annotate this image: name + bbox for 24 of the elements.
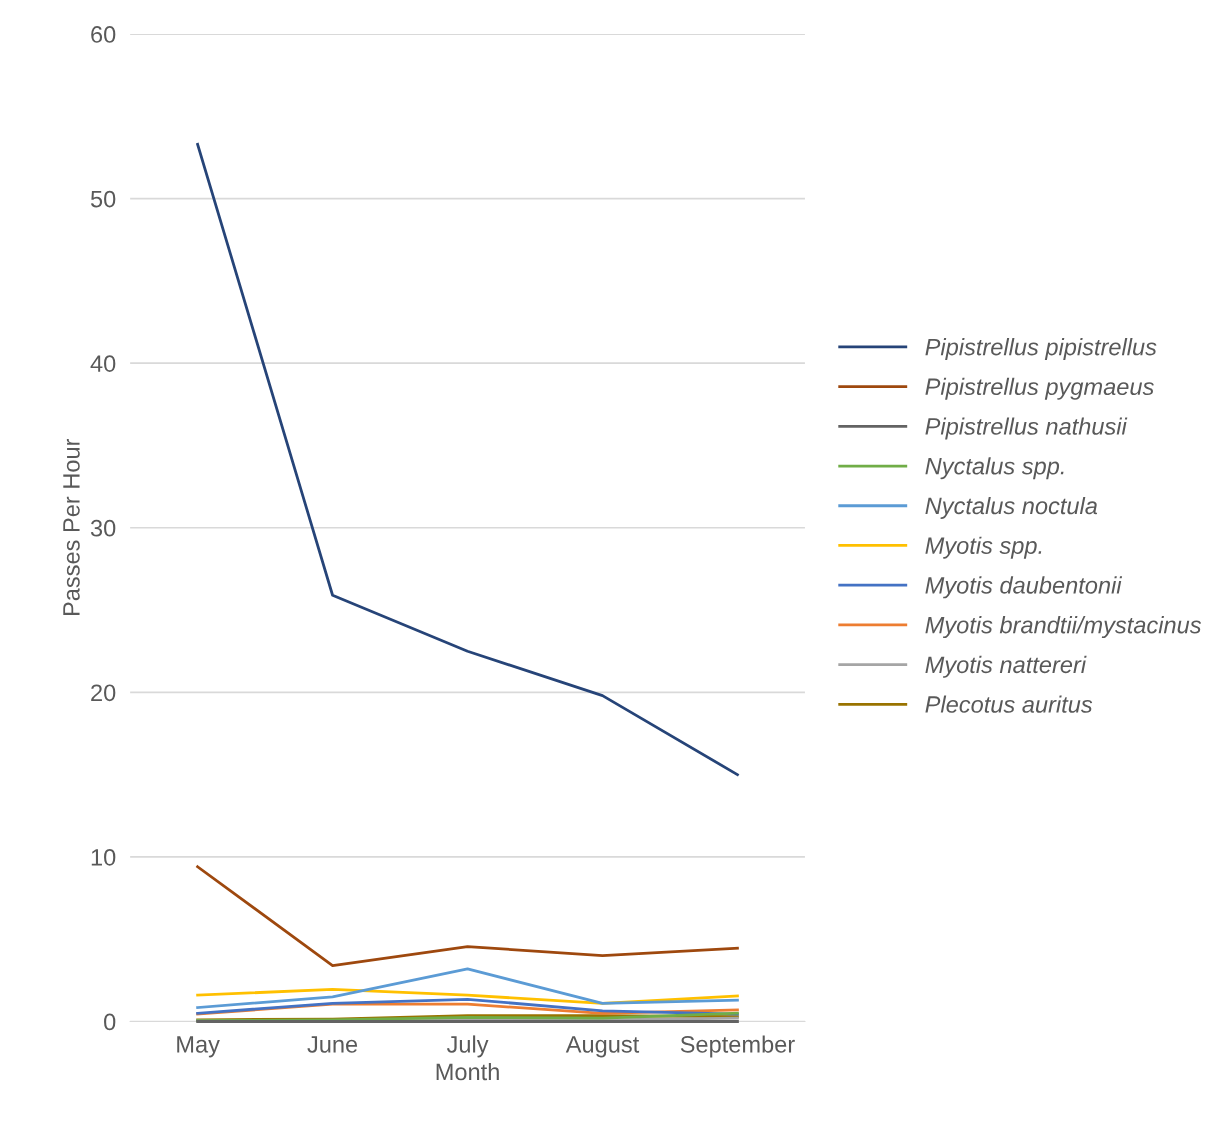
y-tick-label: 40 bbox=[90, 355, 116, 372]
legend-label: Nyctalus noctula bbox=[925, 496, 1098, 519]
legend-label: Myotis daubentonii bbox=[925, 576, 1123, 599]
y-tick-label: 30 bbox=[90, 519, 116, 537]
x-tick-label: August bbox=[565, 1036, 640, 1058]
x-axis-title: Month bbox=[436, 1062, 499, 1081]
y-tick-label: 50 bbox=[90, 190, 116, 208]
legend-label: Pipistrellus pygmaeus bbox=[925, 377, 1154, 400]
x-tick-label: July bbox=[446, 1035, 489, 1058]
y-axis-title: Passes Per Hour bbox=[63, 438, 80, 616]
legend-label: Nyctalus spp. bbox=[925, 457, 1064, 480]
legend-label: Plecotus auritus bbox=[925, 695, 1093, 713]
y-tick-label: 60 bbox=[91, 26, 116, 43]
x-tick-label: May bbox=[177, 1036, 220, 1058]
legend-label: Myotis brandtii/mystacinus bbox=[925, 616, 1202, 639]
y-tick-label: 10 bbox=[91, 848, 116, 866]
x-tick-label: September bbox=[680, 1035, 795, 1058]
x-tick-label: June bbox=[307, 1036, 358, 1053]
y-tick-label: 0 bbox=[104, 1013, 116, 1031]
legend-label: Pipistrellus pipistrellus bbox=[925, 338, 1157, 361]
legend-label: Pipistrellus nathusii bbox=[925, 417, 1128, 440]
y-tick-label: 20 bbox=[91, 684, 116, 702]
legend-label: Myotis spp. bbox=[925, 536, 1042, 559]
legend-label: Myotis nattereri bbox=[925, 655, 1087, 678]
